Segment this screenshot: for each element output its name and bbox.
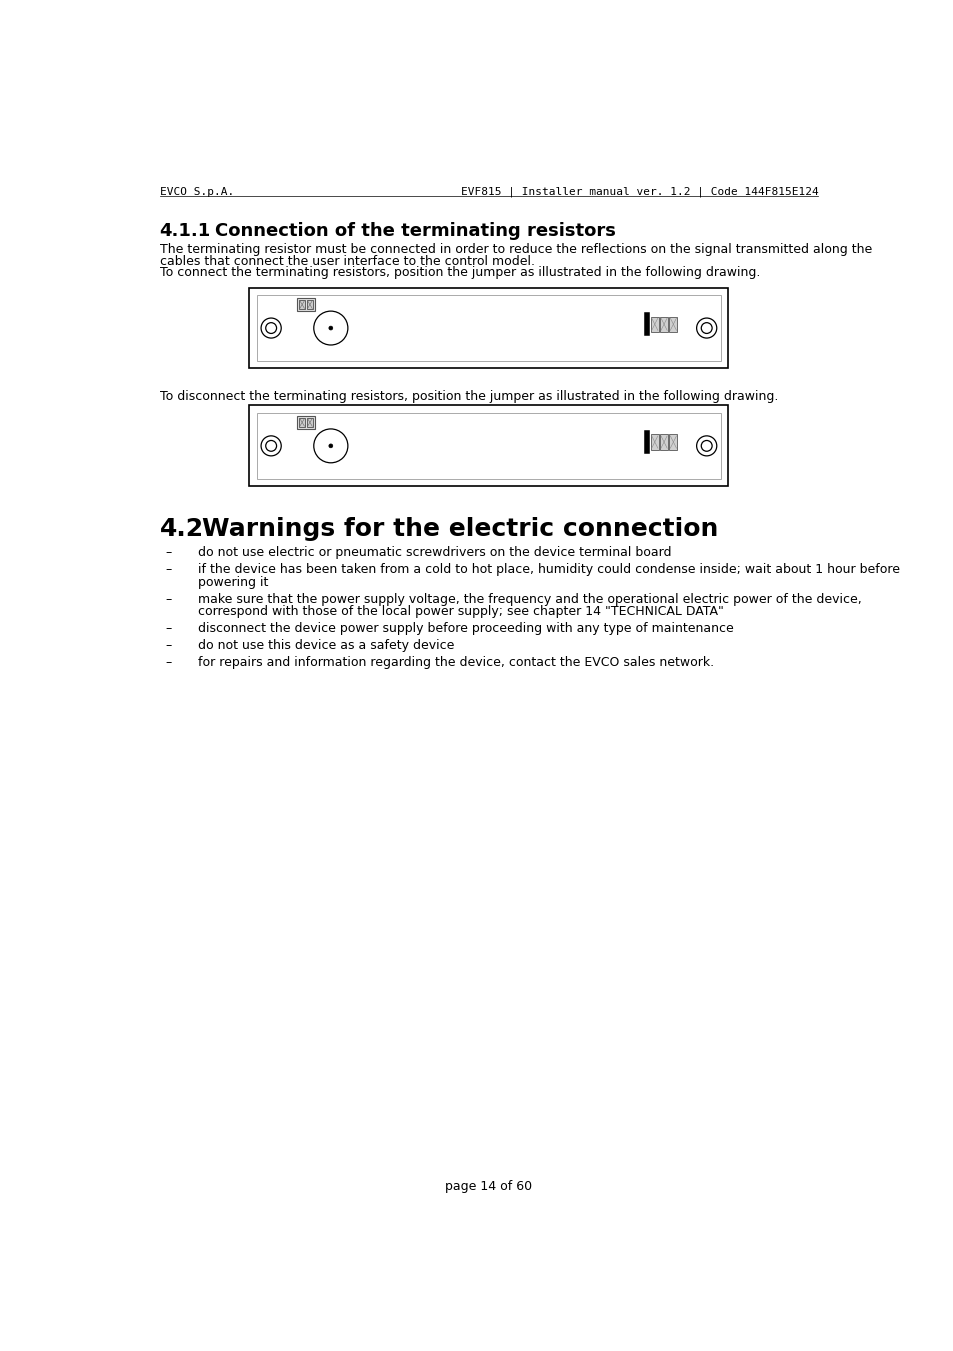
Text: –: –: [166, 621, 172, 635]
Text: –: –: [166, 563, 172, 577]
Bar: [297, 299, 314, 311]
Circle shape: [261, 436, 281, 455]
Circle shape: [329, 444, 333, 447]
Bar: [249, 288, 728, 369]
Circle shape: [314, 311, 348, 345]
Text: powering it: powering it: [198, 576, 269, 589]
Text: –: –: [166, 639, 172, 651]
Text: disconnect the device power supply before proceeding with any type of maintenanc: disconnect the device power supply befor…: [198, 621, 733, 635]
Bar: [669, 316, 677, 332]
Text: To connect the terminating resistors, position the jumper as illustrated in the : To connect the terminating resistors, po…: [159, 266, 760, 280]
Text: 4.2: 4.2: [159, 517, 203, 542]
Text: The terminating resistor must be connected in order to reduce the reflections on: The terminating resistor must be connect…: [159, 243, 871, 255]
Bar: [249, 405, 728, 486]
Circle shape: [261, 317, 281, 338]
Circle shape: [696, 436, 716, 455]
Text: make sure that the power supply voltage, the frequency and the operational elect: make sure that the power supply voltage,…: [198, 593, 862, 605]
Text: cables that connect the user interface to the control model.: cables that connect the user interface t…: [159, 254, 534, 267]
Bar: [650, 316, 658, 332]
Circle shape: [314, 428, 348, 463]
Bar: [297, 416, 314, 428]
Bar: [307, 417, 313, 427]
Text: if the device has been taken from a cold to hot place, humidity could condense i: if the device has been taken from a cold…: [198, 563, 900, 577]
Text: correspond with those of the local power supply; see chapter 14 "TECHNICAL DATA": correspond with those of the local power…: [198, 605, 723, 617]
Bar: [257, 413, 720, 478]
Bar: [650, 434, 658, 450]
Bar: [659, 434, 667, 450]
Text: –: –: [166, 655, 172, 669]
Text: EVCO S.p.A.: EVCO S.p.A.: [159, 186, 233, 197]
Circle shape: [266, 323, 276, 334]
Bar: [669, 434, 677, 450]
Bar: [298, 417, 305, 427]
Text: –: –: [166, 593, 172, 605]
Bar: [659, 316, 667, 332]
Text: do not use this device as a safety device: do not use this device as a safety devic…: [198, 639, 455, 651]
Text: Connection of the terminating resistors: Connection of the terminating resistors: [215, 222, 616, 240]
Circle shape: [700, 323, 711, 334]
Text: 4.1.1: 4.1.1: [159, 222, 211, 240]
Text: –: –: [166, 546, 172, 559]
Circle shape: [696, 317, 716, 338]
Circle shape: [266, 440, 276, 451]
Text: EVF815 | Installer manual ver. 1.2 | Code 144F815E124: EVF815 | Installer manual ver. 1.2 | Cod…: [460, 186, 818, 197]
Text: do not use electric or pneumatic screwdrivers on the device terminal board: do not use electric or pneumatic screwdr…: [198, 546, 671, 559]
Bar: [257, 296, 720, 361]
Circle shape: [700, 440, 711, 451]
Text: To disconnect the terminating resistors, position the jumper as illustrated in t: To disconnect the terminating resistors,…: [159, 390, 777, 403]
Bar: [307, 300, 313, 309]
Bar: [298, 300, 305, 309]
Text: for repairs and information regarding the device, contact the EVCO sales network: for repairs and information regarding th…: [198, 655, 714, 669]
Circle shape: [329, 326, 333, 330]
Text: page 14 of 60: page 14 of 60: [445, 1179, 532, 1193]
Text: Warnings for the electric connection: Warnings for the electric connection: [202, 517, 718, 542]
